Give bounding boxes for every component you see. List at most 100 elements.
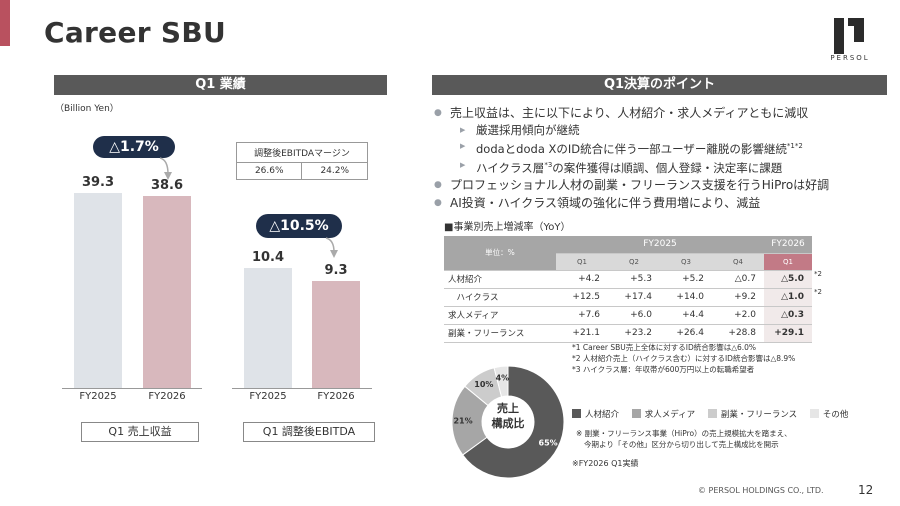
legend-item: 求人メディア: [631, 409, 695, 420]
legend-swatch: [707, 409, 717, 418]
cell: +5.2: [660, 270, 712, 289]
revenue-change-badge: △1.7%: [93, 136, 175, 158]
revenue-bar-fy2025: [74, 193, 122, 388]
bullet: 売上収益は、主に以下により、人材紹介・求人メディアともに減収: [432, 104, 892, 122]
cell: +5.3: [608, 270, 660, 289]
row-label: ハイクラス: [444, 288, 556, 307]
ebitda-caption: Q1 調整後EBITDA: [243, 422, 375, 442]
footnote-ref: *1*2: [786, 142, 803, 150]
sub-bullet-text: ハイクラス層: [476, 160, 545, 175]
cell: +7.6: [556, 306, 608, 325]
cell: △5.0: [764, 270, 812, 289]
unit-header: 単位：%: [444, 236, 556, 271]
legend-swatch: [809, 409, 819, 418]
ebitda-change-badge: △10.5%: [256, 214, 342, 238]
sub-bullet-text: の案件獲得は順調、個人登録・決定率に課題: [552, 160, 783, 175]
revenue-mix-donut: 65% 21% 10%4%: [451, 365, 565, 479]
key-points: 売上収益は、主に以下により、人材紹介・求人メディアともに減収 厳選採用傾向が継続…: [432, 104, 892, 212]
margin-value: 24.2%: [301, 162, 368, 180]
sub-bullet: ハイクラス層*3の案件獲得は順調、個人登録・決定率に課題: [432, 157, 892, 176]
donut-slice-label: 21%: [453, 417, 472, 426]
footnote: *1 Career SBU売上全体に対するID統合影響は△6.0%: [572, 343, 757, 352]
bar-value: 10.4: [251, 250, 285, 265]
footnote-ref: *3: [544, 160, 553, 169]
quarter-header: Q1: [764, 253, 812, 271]
cell: +21.1: [556, 324, 608, 343]
row-label: 人材紹介: [444, 270, 556, 289]
donut-slice: [461, 365, 565, 479]
fy-note: ※FY2026 Q1実績: [572, 459, 639, 468]
legend-item: その他: [809, 409, 848, 420]
right-panel-header: Q1決算のポイント: [432, 75, 887, 95]
unit-label: （Billion Yen）: [55, 104, 119, 114]
table-row: ハイクラス +12.5 +17.4 +14.0 +9.2 △1.0 *2: [444, 288, 832, 307]
table-row: 求人メディア +7.6 +6.0 +4.4 +2.0 △0.3: [444, 306, 832, 325]
fy2026-header: FY2026: [764, 236, 812, 254]
bullet: プロフェッショナル人材の副業・フリーランス支援を行うHiProは好調: [432, 176, 892, 194]
cell: +29.1: [764, 324, 812, 343]
quarter-header: Q4: [712, 253, 764, 271]
donut-slice-label: 4%: [496, 373, 510, 382]
legend-item: 副業・フリーランス: [707, 409, 797, 420]
cell: +4.2: [556, 270, 608, 289]
bar-value: 39.3: [81, 175, 115, 190]
left-panel-header: Q1 業績: [54, 75, 387, 95]
cell: +17.4: [608, 288, 660, 307]
ebitda-bar-fy2025: [244, 268, 292, 388]
cell: △0.7: [712, 270, 764, 289]
footnote: *2 人材紹介売上（ハイクラス含む）に対するID統合影響は△8.9%: [572, 354, 796, 363]
legend-item: 人材紹介: [572, 409, 619, 420]
page-number: 12: [858, 483, 874, 497]
cell: △1.0: [764, 288, 812, 307]
revenue-bar-fy2026: [143, 196, 191, 388]
persol-logo-icon: [834, 18, 864, 54]
donut-slice-label: 10%: [474, 380, 493, 389]
cell: △0.3: [764, 306, 812, 325]
cell: +6.0: [608, 306, 660, 325]
quarter-header: Q3: [660, 253, 712, 271]
x-tick-label: FY2025: [249, 391, 287, 402]
row-label: 副業・フリーランス: [444, 324, 556, 343]
footnote-ref: *2: [814, 288, 822, 296]
donut-center-line: 構成比: [491, 417, 525, 430]
legend-swatch: [631, 409, 641, 418]
bar-value: 9.3: [324, 263, 348, 278]
cell: +23.2: [608, 324, 660, 343]
arrow-down-icon: [159, 157, 172, 180]
donut-note: ※ 副業・フリーランス事業（HiPro）の売上規模拡大を踏まえ、 今期より「その…: [576, 429, 792, 449]
donut-slice: [493, 365, 509, 398]
accent-bar: [0, 0, 10, 46]
cell: +9.2: [712, 288, 764, 307]
quarter-header: Q2: [608, 253, 660, 271]
logo-text: PERSOL: [830, 54, 870, 62]
fy2025-header: FY2025: [556, 236, 764, 254]
cell: +2.0: [712, 306, 764, 325]
arrow-down-icon: [325, 237, 338, 258]
sub-bullet: 厳選採用傾向が継続: [432, 122, 892, 138]
cell: +26.4: [660, 324, 712, 343]
baseline: [232, 388, 372, 389]
margin-value: 26.6%: [235, 162, 303, 180]
row-label: 求人メディア: [444, 306, 556, 325]
footnotes: *1 Career SBU売上全体に対するID統合影響は△6.0% *2 人材紹…: [572, 342, 795, 375]
page-title: Career SBU: [44, 16, 227, 49]
baseline: [62, 388, 202, 389]
x-tick-label: FY2025: [79, 391, 117, 402]
footnote: *3 ハイクラス層：年収帯が600万円以上の転職希望者: [572, 365, 755, 374]
x-tick-label: FY2026: [148, 391, 186, 402]
sub-bullet: dodaとdoda XのID統合に伴う一部ユーザー離脱の影響継続*1*2: [432, 138, 892, 157]
quarter-header: Q1: [556, 253, 608, 271]
growth-table-title: ■事業別売上増減率（YoY）: [444, 222, 571, 233]
margin-table-header: 調整後EBITDAマージン: [236, 142, 368, 163]
footnote-ref: *2: [814, 270, 822, 278]
table-row: 副業・フリーランス +21.1 +23.2 +26.4 +28.8 +29.1: [444, 324, 832, 343]
copyright: © PERSOL HOLDINGS CO., LTD.: [698, 486, 824, 495]
cell: +12.5: [556, 288, 608, 307]
donut-legend: 人材紹介 求人メディア 副業・フリーランス その他: [572, 408, 858, 420]
donut-center-label: 売上 構成比: [478, 401, 538, 431]
cell: +28.8: [712, 324, 764, 343]
ebitda-bar-fy2026: [312, 280, 360, 388]
bar-value: 38.6: [150, 178, 184, 193]
cell: +14.0: [660, 288, 712, 307]
bullet: AI投資・ハイクラス領域の強化に伴う費用増により、減益: [432, 194, 892, 212]
